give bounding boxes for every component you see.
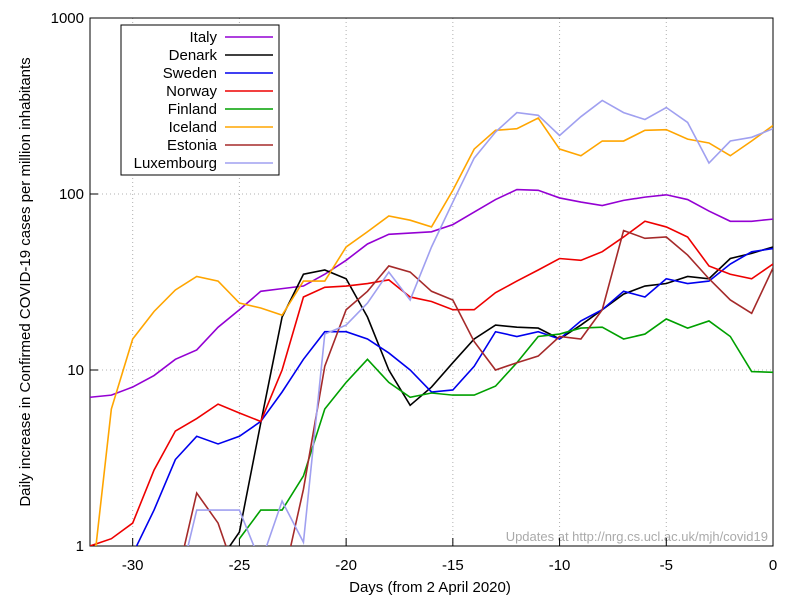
series-line: [90, 220, 773, 546]
series-line: [90, 188, 773, 399]
series-line: [95, 117, 773, 546]
legend-label: Denark: [169, 47, 218, 64]
x-tick-label: -20: [335, 557, 357, 574]
x-axis-label: Days (from 2 April 2020): [349, 579, 511, 596]
x-tick-label: 0: [769, 557, 777, 574]
legend-label: Iceland: [169, 119, 217, 136]
series-line: [187, 99, 773, 546]
x-tick-label: -5: [660, 557, 673, 574]
y-axis-label: Daily increase in Confirmed COVID-19 cas…: [17, 57, 34, 506]
series-line: [183, 229, 773, 546]
series-line: [228, 246, 773, 546]
annotation: Updates at http://nrg.cs.ucl.ac.uk/mjh/c…: [506, 529, 768, 544]
x-tick-label: -10: [549, 557, 571, 574]
legend-box: [120, 24, 280, 176]
legend-label: Italy: [189, 29, 217, 46]
legend-label: Norway: [166, 83, 217, 100]
legend-label: Luxembourg: [134, 155, 217, 172]
x-tick-label: -30: [122, 557, 144, 574]
x-tick-label: -15: [442, 557, 464, 574]
y-tick-label: 10: [67, 362, 84, 379]
series-line: [135, 247, 773, 546]
legend-label: Finland: [168, 101, 217, 118]
y-tick-label: 100: [59, 186, 84, 203]
legend-label: Estonia: [167, 137, 218, 154]
y-tick-label: 1000: [51, 10, 84, 27]
x-tick-label: -25: [229, 557, 251, 574]
plot-lines: [90, 99, 773, 546]
y-tick-label: 1: [76, 538, 84, 555]
plot-frame: [89, 17, 774, 547]
series-line: [238, 318, 773, 540]
legend-label: Sweden: [163, 65, 217, 82]
